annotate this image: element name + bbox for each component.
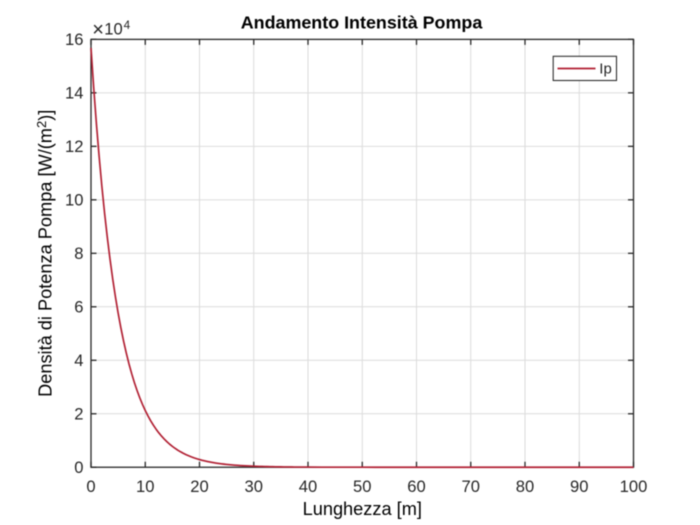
svg-text:6: 6 (74, 297, 83, 316)
svg-text:4: 4 (74, 351, 83, 370)
svg-text:60: 60 (407, 477, 425, 496)
svg-text:30: 30 (245, 477, 263, 496)
svg-text:10: 10 (104, 20, 122, 39)
svg-text:40: 40 (299, 477, 317, 496)
svg-text:Ip: Ip (599, 61, 612, 78)
svg-text:16: 16 (65, 30, 83, 49)
svg-text:Densità di Potenza Pompa [W/(m: Densità di Potenza Pompa [W/(m2)] (34, 110, 56, 397)
svg-text:Andamento Intensità Pompa: Andamento Intensità Pompa (241, 13, 484, 33)
svg-text:70: 70 (462, 477, 480, 496)
svg-text:×: × (92, 19, 104, 41)
svg-text:2: 2 (74, 404, 83, 423)
svg-text:0: 0 (74, 458, 83, 477)
svg-text:14: 14 (65, 83, 83, 102)
svg-text:20: 20 (190, 477, 208, 496)
svg-text:8: 8 (74, 244, 83, 263)
svg-text:0: 0 (86, 477, 95, 496)
svg-text:12: 12 (65, 137, 83, 156)
svg-text:Lunghezza [m]: Lunghezza [m] (303, 499, 422, 519)
svg-text:80: 80 (516, 477, 534, 496)
svg-text:10: 10 (65, 190, 83, 209)
svg-text:10: 10 (136, 477, 154, 496)
svg-text:100: 100 (620, 477, 648, 496)
svg-text:90: 90 (570, 477, 588, 496)
svg-text:4: 4 (124, 18, 131, 32)
svg-text:50: 50 (353, 477, 371, 496)
